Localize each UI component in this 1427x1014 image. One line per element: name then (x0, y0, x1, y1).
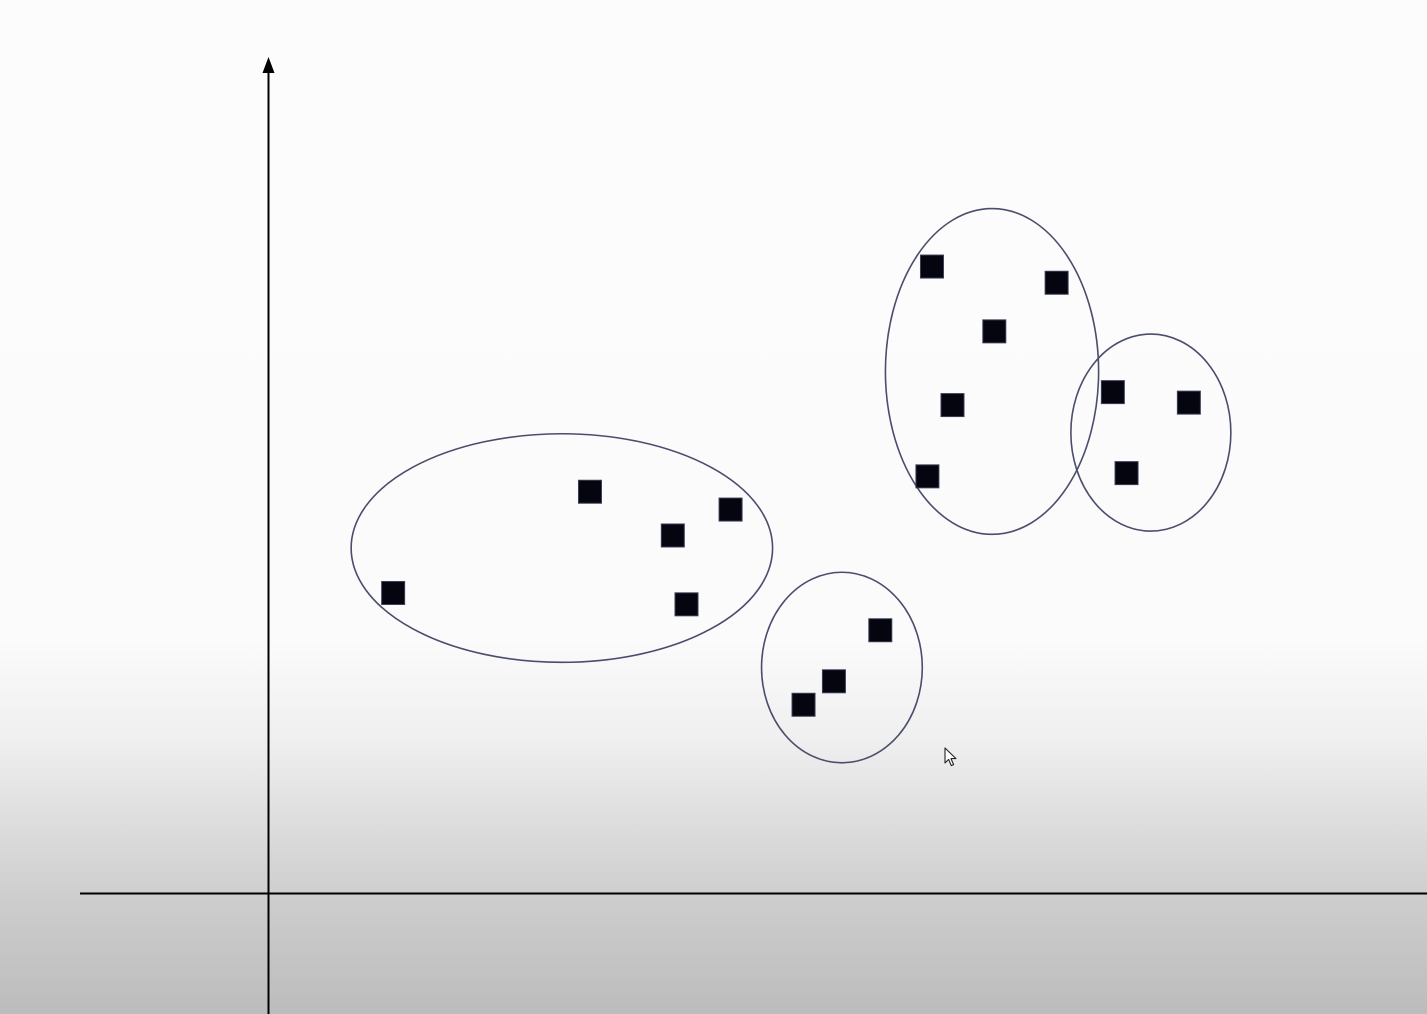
data-point-c2-3 (868, 618, 893, 643)
clusters (350, 207, 1232, 764)
cluster-outline-3 (884, 207, 1100, 536)
data-point-c1-2 (577, 479, 602, 504)
data-point-c3-1 (919, 254, 944, 279)
data-points (381, 254, 1201, 717)
data-point-c3-2 (1044, 270, 1069, 295)
data-point-c3-4 (940, 393, 965, 418)
data-point-c3-5 (915, 464, 940, 489)
data-point-c4-3 (1114, 461, 1139, 486)
data-point-c2-2 (821, 669, 846, 694)
data-point-c4-1 (1100, 380, 1125, 405)
y-axis-arrowhead (262, 57, 275, 73)
cluster-outline-1 (350, 432, 774, 664)
data-point-c1-5 (674, 592, 699, 617)
cluster-outline-2 (760, 571, 924, 764)
mouse-cursor-icon (944, 747, 957, 767)
axes (80, 57, 1427, 1014)
data-point-c1-1 (381, 580, 406, 605)
data-point-c3-3 (982, 319, 1007, 344)
data-point-c1-3 (660, 523, 685, 548)
data-point-c1-4 (718, 497, 743, 522)
data-point-c2-1 (791, 692, 816, 717)
data-point-c4-2 (1176, 390, 1201, 415)
cluster-outline-4 (1070, 333, 1232, 532)
